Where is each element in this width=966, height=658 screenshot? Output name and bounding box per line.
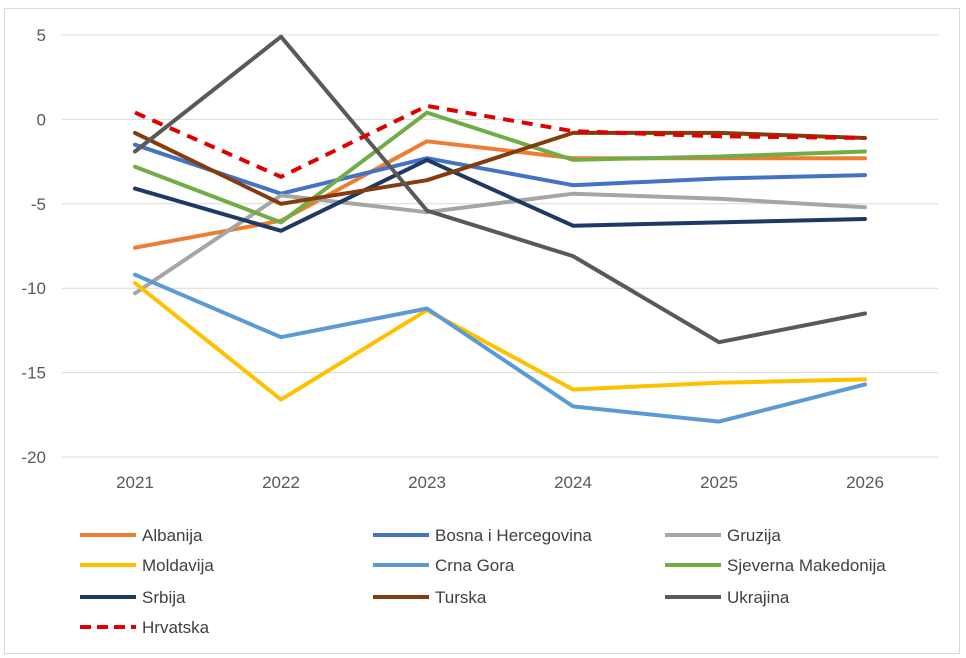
series-line-crna-gora xyxy=(133,272,867,424)
legend-entry: Gruzija xyxy=(665,526,781,545)
x-tick-label: 2024 xyxy=(554,473,592,492)
legend-label: Sjeverna Makedonija xyxy=(727,556,886,575)
legend-label: Bosna i Hercegovina xyxy=(435,526,592,545)
x-tick-label: 2022 xyxy=(262,473,300,492)
y-axis-ticks: 5 0 -5 -10 -15 -20 xyxy=(21,26,46,467)
legend-label: Crna Gora xyxy=(435,556,515,575)
legend-label: Ukrajina xyxy=(727,588,790,607)
y-tick-label: 0 xyxy=(37,110,46,129)
legend-label: Srbija xyxy=(142,588,186,607)
legend-label: Gruzija xyxy=(727,526,781,545)
legend-entry: Turska xyxy=(373,588,487,607)
legend-entry: Hrvatska xyxy=(80,618,210,637)
y-tick-label: -10 xyxy=(21,279,46,298)
gridlines xyxy=(62,34,938,458)
legend-label: Hrvatska xyxy=(142,618,210,637)
legend-entry: Crna Gora xyxy=(373,556,515,575)
y-tick-label: -20 xyxy=(21,448,46,467)
series-line-srbija xyxy=(133,157,867,233)
legend-entry: Bosna i Hercegovina xyxy=(373,526,592,545)
y-tick-label: -15 xyxy=(21,364,46,383)
x-tick-label: 2021 xyxy=(116,473,154,492)
series-line-bosna-i-hercegovina xyxy=(133,142,867,196)
y-tick-label: -5 xyxy=(31,195,46,214)
y-tick-label: 5 xyxy=(37,26,46,45)
chart-frame xyxy=(4,8,960,654)
legend: Albanija Bosna i Hercegovina Gruzija Moldav… xyxy=(80,526,886,637)
legend-label: Turska xyxy=(435,588,487,607)
legend-entry: Ukrajina xyxy=(665,588,790,607)
series-line-hrvatska xyxy=(134,103,866,179)
legend-label: Moldavija xyxy=(142,556,214,575)
legend-entry: Srbija xyxy=(80,588,186,607)
legend-entry: Sjeverna Makedonija xyxy=(665,556,886,575)
series-line-turska xyxy=(133,130,867,206)
x-tick-label: 2026 xyxy=(846,473,884,492)
x-tick-label: 2025 xyxy=(700,473,738,492)
series-line-moldavija xyxy=(133,281,867,402)
series-lines xyxy=(133,34,867,424)
x-tick-label: 2023 xyxy=(408,473,446,492)
legend-label: Albanija xyxy=(142,526,203,545)
series-line-sjeverna-makedonija xyxy=(133,110,867,225)
legend-entry: Albanija xyxy=(80,526,203,545)
series-line-ukrajina xyxy=(133,34,867,345)
legend-entry: Moldavija xyxy=(80,556,214,575)
x-axis-ticks: 2021 2022 2023 2024 2025 2026 xyxy=(116,473,884,492)
